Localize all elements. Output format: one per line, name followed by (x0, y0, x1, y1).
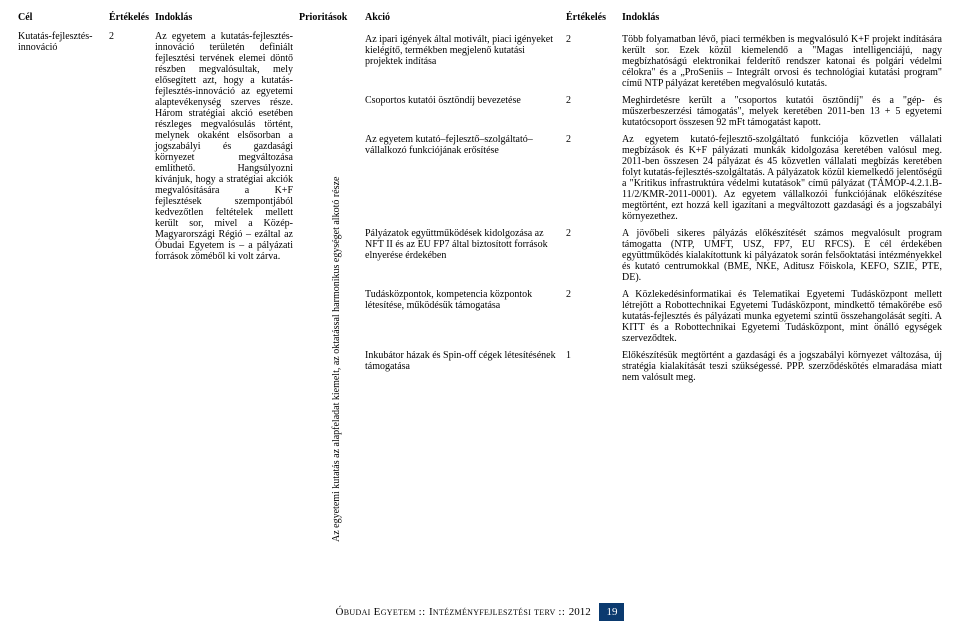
left-columns: Cél Kutatás-fejlesztés-innováció Értékel… (18, 12, 359, 567)
akcio-cell: Az egyetem kutató–fejlesztő–szolgáltató–… (365, 134, 560, 222)
col-indoklas-left: Indoklás Az egyetem a kutatás-fejlesztés… (155, 12, 293, 567)
table-row: Az ipari igények által motivált, piaci i… (365, 31, 942, 92)
indoklas-cell: Több folyamatban lévő, piaci termékben i… (622, 34, 942, 89)
header-ertekeles: Értékelés (109, 12, 149, 23)
indoklas-cell: A Közlekedésinformatikai és Telematikai … (622, 289, 942, 344)
indoklas-left-text: Az egyetem a kutatás-fejlesztés-innováci… (155, 31, 293, 262)
col-cel: Cél Kutatás-fejlesztés-innováció (18, 12, 103, 567)
header-cel: Cél (18, 12, 32, 23)
rows-container: Az ipari igények által motivált, piaci i… (365, 31, 942, 386)
cel-text: Kutatás-fejlesztés-innováció (18, 31, 103, 53)
ertekeles-cell: 2 (566, 289, 616, 344)
header-indoklas: Indoklás (155, 12, 192, 23)
indoklas-cell: A jövőbeli sikeres pályázás előkészítésé… (622, 228, 942, 283)
header-indoklas-right: Indoklás (622, 12, 942, 23)
akcio-cell: Tudásközpontok, kompetencia központok lé… (365, 289, 560, 344)
col-ertekeles-left: Értékelés 2 (109, 12, 149, 567)
footer-year: 2012 (569, 606, 591, 618)
akcio-cell: Az ipari igények által motivált, piaci i… (365, 34, 560, 89)
indoklas-cell: Meghirdetésre került a "csoportos kutató… (622, 95, 942, 128)
header-ertekeles-right: Értékelés (566, 12, 616, 23)
page-number: 19 (599, 603, 624, 621)
indoklas-cell: Az egyetem kutató-fejlesztő-szolgáltató … (622, 134, 942, 222)
table-row: Inkubátor házak és Spin-off cégek létesí… (365, 347, 942, 386)
header-cell: Prioritások (299, 12, 359, 27)
page-footer: Óbudai Egyetem :: Intézményfejlesztési t… (0, 603, 960, 621)
header-cell: Cél (18, 12, 103, 27)
akcio-cell: Inkubátor házak és Spin-off cégek létesí… (365, 350, 560, 383)
right-columns: Akció Értékelés Indoklás Az ipari igénye… (365, 12, 942, 567)
ertekeles-cell: 2 (566, 134, 616, 222)
table-row: Az egyetem kutató–fejlesztő–szolgáltató–… (365, 131, 942, 225)
header-cell: Értékelés (109, 12, 149, 27)
footer-title-1: Óbudai Egyetem (336, 606, 416, 618)
footer-title-2: Intézményfejlesztési terv (429, 606, 556, 618)
akcio-cell: Pályázatok együttműködések kidolgozása a… (365, 228, 560, 283)
indoklas-cell: Előkészítésük megtörtént a gazdasági és … (622, 350, 942, 383)
header-akcio: Akció (365, 12, 560, 23)
header-row-right: Akció Értékelés Indoklás (365, 12, 942, 27)
prioritas-text: Az egyetemi kutatás az alapfeladat kieme… (331, 22, 342, 542)
ertekeles-left-value: 2 (109, 31, 149, 42)
ertekeles-cell: 2 (566, 228, 616, 283)
ertekeles-cell: 2 (566, 34, 616, 89)
ertekeles-cell: 2 (566, 95, 616, 128)
table-row: Tudásközpontok, kompetencia központok lé… (365, 286, 942, 347)
akcio-cell: Csoportos kutatói ösztöndíj bevezetése (365, 95, 560, 128)
table-row: Csoportos kutatói ösztöndíj bevezetése2M… (365, 92, 942, 131)
footer-sep-1: :: (419, 606, 429, 618)
table-row: Pályázatok együttműködések kidolgozása a… (365, 225, 942, 286)
header-cell: Indoklás (155, 12, 293, 27)
page-content: Cél Kutatás-fejlesztés-innováció Értékel… (18, 12, 942, 567)
ertekeles-cell: 1 (566, 350, 616, 383)
col-prioritasok: Prioritások Az egyetemi kutatás az alapf… (299, 12, 359, 567)
footer-sep-2: :: (558, 606, 568, 618)
